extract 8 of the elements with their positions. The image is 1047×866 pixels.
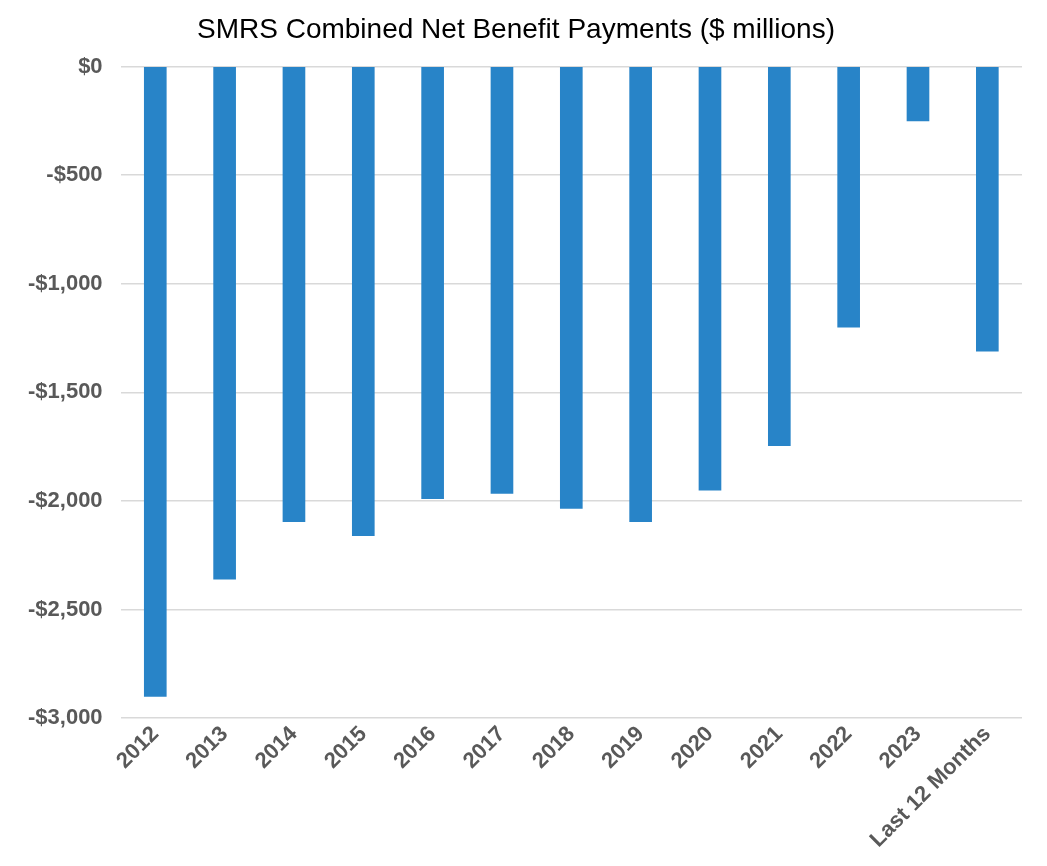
y-tick-label: -$2,500 xyxy=(27,595,103,621)
chart-title: SMRS Combined Net Benefit Payments ($ millions) xyxy=(196,12,836,44)
y-tick-label: -$500 xyxy=(46,161,103,187)
y-tick-label: $0 xyxy=(78,52,103,78)
y-tick-label: -$2,000 xyxy=(27,487,103,512)
y-tick-label: -$1,000 xyxy=(27,269,103,295)
y-tick-label: -$1,500 xyxy=(27,378,103,404)
y-tick-label: -$3,000 xyxy=(27,704,103,730)
